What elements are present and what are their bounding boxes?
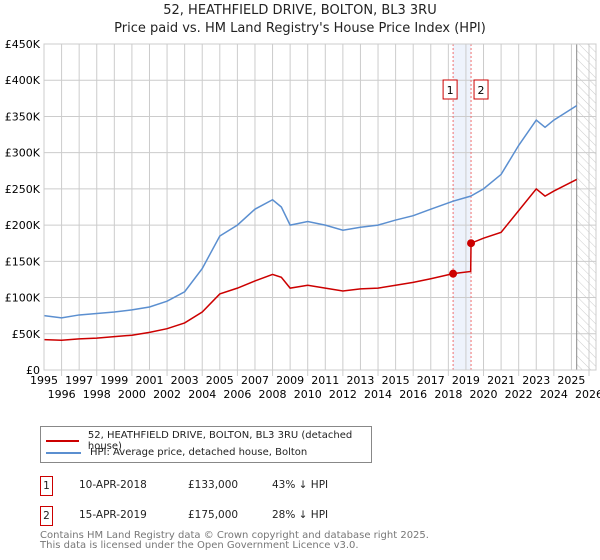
- x-tick-label: 2005: [206, 374, 234, 387]
- series-line: [43, 104, 578, 319]
- forecast-hatch: [576, 44, 596, 370]
- x-tick-label: 2021: [487, 374, 515, 387]
- y-tick-label: £50K: [12, 328, 41, 341]
- legend-item-property: 52, HEATHFIELD DRIVE, BOLTON, BL3 3RU (d…: [46, 430, 371, 452]
- x-tick-label: 2004: [188, 388, 216, 401]
- sale-label-box: [473, 79, 489, 100]
- x-tick-label: 2009: [276, 374, 304, 387]
- plot-border: [43, 43, 597, 371]
- x-tick-label: 1997: [65, 374, 93, 387]
- footer-copyright: Contains HM Land Registry data © Crown c…: [40, 530, 429, 541]
- x-tick-label: 2006: [223, 388, 251, 401]
- y-tick-label: £0: [26, 364, 40, 377]
- chart-subtitle: Price paid vs. HM Land Registry's House …: [114, 21, 486, 36]
- sale-label: 1: [447, 84, 454, 97]
- x-tick-label: 2023: [522, 374, 550, 387]
- y-tick-label: £150K: [5, 255, 41, 268]
- x-tick-label: 1996: [48, 388, 76, 401]
- legend: 52, HEATHFIELD DRIVE, BOLTON, BL3 3RU (d…: [40, 426, 372, 463]
- x-tick-label: 2017: [417, 374, 445, 387]
- sale-price: £133,000: [188, 479, 239, 491]
- legend-item-hpi: HPI: Average price, detached house, Bolt…: [46, 447, 307, 458]
- y-tick-label: £450K: [5, 38, 41, 51]
- chart-title: 52, HEATHFIELD DRIVE, BOLTON, BL3 3RU: [163, 3, 437, 18]
- y-tick-label: £400K: [5, 74, 41, 87]
- y-tick-label: £100K: [5, 292, 41, 305]
- x-tick-label: 2019: [452, 374, 480, 387]
- x-tick-label: 2024: [540, 388, 568, 401]
- x-tick-label: 2015: [382, 374, 410, 387]
- x-tick-label: 2011: [311, 374, 339, 387]
- x-tick-label: 2012: [329, 388, 357, 401]
- x-tick-label: 2007: [241, 374, 269, 387]
- sale-marker: 1: [40, 476, 53, 496]
- legend-label: 52, HEATHFIELD DRIVE, BOLTON, BL3 3RU (d…: [87, 430, 353, 452]
- sale-date: 15-APR-2019: [79, 509, 147, 521]
- y-tick-label: £200K: [5, 219, 41, 232]
- x-tick-label: 2010: [294, 388, 322, 401]
- sale-marker: 2: [40, 506, 53, 526]
- series-line: [43, 178, 578, 342]
- sale-point: [449, 269, 458, 278]
- footer: Contains HM Land Registry data © Crown c…: [40, 531, 429, 551]
- sale-hpi-diff: 43% ↓ HPI: [272, 479, 329, 491]
- x-tick-label: 2022: [505, 388, 533, 401]
- x-tick-label: 2000: [118, 388, 146, 401]
- x-tick-label: 2001: [135, 374, 163, 387]
- sale-row: 1 10-APR-2018 £133,000 43% ↓ HPI: [40, 476, 440, 496]
- x-tick-label: 1995: [30, 374, 58, 387]
- x-tick-label: 1999: [100, 374, 128, 387]
- x-tick-label: 2002: [153, 388, 181, 401]
- x-tick-label: 2026: [575, 388, 600, 401]
- sale-label: 2: [478, 84, 485, 97]
- x-tick-label: 2025: [557, 374, 585, 387]
- sale-label-box: [442, 79, 458, 100]
- x-tick-label: 1998: [83, 388, 111, 401]
- x-tick-label: 2008: [259, 388, 287, 401]
- x-tick-label: 2013: [346, 374, 374, 387]
- sale-period-band: [453, 44, 472, 370]
- y-tick-label: £300K: [5, 147, 41, 160]
- sale-price: £175,000: [188, 509, 239, 521]
- y-tick-label: £350K: [5, 110, 41, 123]
- x-tick-label: 2018: [434, 388, 462, 401]
- x-tick-label: 2003: [171, 374, 199, 387]
- sale-hpi-diff: 28% ↓ HPI: [272, 509, 329, 521]
- y-tick-label: £250K: [5, 183, 41, 196]
- footer-licence: This data is licensed under the Open Gov…: [40, 540, 359, 551]
- x-tick-label: 2016: [399, 388, 427, 401]
- sale-row: 2 15-APR-2019 £175,000 28% ↓ HPI: [40, 506, 440, 526]
- x-tick-label: 2014: [364, 388, 392, 401]
- sale-date: 10-APR-2018: [79, 479, 147, 491]
- sale-point: [467, 239, 476, 248]
- legend-label: HPI: Average price, detached house, Bolt…: [90, 447, 308, 458]
- x-tick-label: 2020: [470, 388, 498, 401]
- plot-area: £0 £50K £100K £150K £200K £250K £300K £350K £400…: [5, 38, 600, 401]
